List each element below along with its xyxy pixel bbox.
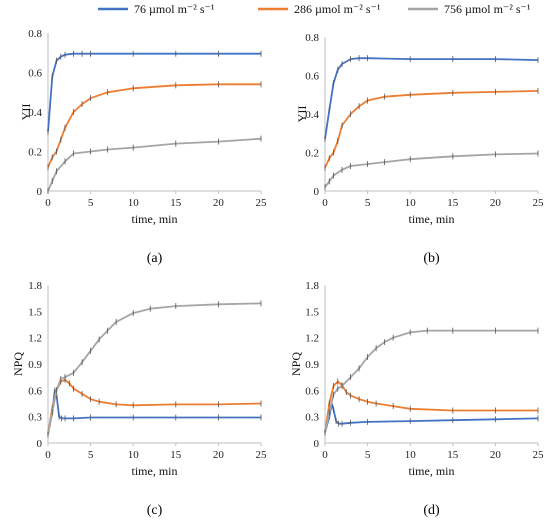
y-tick-label: 0.2 (28, 147, 42, 159)
series-line (324, 402, 539, 433)
data-series (324, 378, 539, 436)
data-series (324, 400, 539, 436)
chart-panel: 0 0.2 0.4 0.6 0.8 0 5 10 15 20 25 time, min YII (a) (19, 28, 267, 266)
x-tick-label: 15 (447, 449, 459, 461)
x-tick-label: 15 (447, 197, 459, 209)
x-axis-label: time, min (132, 212, 178, 226)
y-tick-label: 0.3 (305, 412, 319, 424)
x-tick-label: 0 (45, 197, 51, 209)
x-tick-label: 10 (405, 449, 417, 461)
y-tick-label: 0.2 (305, 148, 319, 160)
x-tick-label: 10 (128, 449, 140, 461)
y-tick-label: 1.5 (305, 306, 319, 318)
y-tick-label: 0 (37, 438, 43, 450)
y-tick-label: 0.6 (305, 385, 319, 397)
data-series (47, 376, 262, 438)
x-tick-label: 5 (365, 449, 371, 461)
legend-entry: 76 µmol m⁻² s⁻¹ (98, 2, 215, 16)
y-tick-label: 1.2 (28, 333, 42, 345)
legend-label: 76 µmol m⁻² s⁻¹ (134, 2, 215, 16)
y-tick-label: 0 (314, 186, 320, 198)
legend-label: 286 µmol m⁻² s⁻¹ (294, 2, 381, 16)
x-tick-label: 5 (88, 197, 94, 209)
legend-entry: 286 µmol m⁻² s⁻¹ (258, 2, 381, 16)
x-tick-label: 15 (170, 197, 182, 209)
series-line (47, 389, 261, 435)
x-tick-label: 20 (213, 449, 225, 461)
series-line (47, 83, 261, 168)
legend-label: 756 µmol m⁻² s⁻¹ (444, 2, 531, 16)
y-tick-label: 1.8 (28, 280, 42, 292)
y-tick-label: 0.4 (28, 107, 42, 119)
x-tick-label: 10 (128, 197, 140, 209)
y-axis-label: YII (19, 104, 33, 121)
x-axis-label: time, min (409, 464, 455, 478)
y-axis-label: NPQ (11, 352, 25, 376)
series-line (324, 152, 539, 188)
y-tick-label: 0.8 (305, 32, 319, 44)
data-series (47, 50, 262, 135)
x-tick-label: 10 (405, 197, 417, 209)
data-series (47, 387, 262, 438)
x-tick-label: 0 (322, 197, 328, 209)
y-tick-label: 0.9 (28, 359, 42, 371)
x-tick-label: 25 (256, 197, 268, 209)
y-tick-label: 0.4 (305, 109, 319, 121)
x-tick-label: 20 (490, 449, 502, 461)
series-line (47, 302, 262, 435)
data-series (47, 300, 262, 438)
y-tick-label: 0.9 (305, 359, 319, 371)
y-axis-label: NPQ (289, 352, 303, 376)
y-tick-label: 0 (314, 438, 320, 450)
x-axis-label: time, min (132, 464, 178, 478)
x-tick-label: 25 (533, 449, 545, 461)
series-line (324, 329, 538, 433)
y-tick-label: 1.5 (28, 306, 42, 318)
data-series (324, 55, 539, 143)
x-tick-label: 15 (170, 449, 182, 461)
y-tick-label: 0.6 (305, 71, 319, 83)
data-series (324, 150, 539, 191)
chart-panel: 0 0.3 0.6 0.9 1.2 1.5 1.8 0 5 10 15 20 25 time, min NP… (289, 280, 544, 518)
y-tick-label: 0.6 (28, 385, 42, 397)
y-tick-label: 1.8 (305, 280, 319, 292)
x-tick-label: 20 (490, 197, 502, 209)
series-line (47, 52, 261, 132)
chart-panel: 0 0.2 0.4 0.6 0.8 0 5 10 15 20 25 time, min YII (b) (295, 32, 544, 266)
series-line (47, 378, 262, 435)
x-tick-label: 0 (45, 449, 51, 461)
legend-entry: 756 µmol m⁻² s⁻¹ (408, 2, 531, 16)
y-tick-label: 0 (37, 186, 43, 198)
x-tick-label: 5 (365, 197, 371, 209)
panel-letter: (d) (423, 503, 440, 518)
x-tick-label: 20 (213, 197, 225, 209)
panel-letter: (c) (147, 503, 163, 518)
y-tick-label: 0.8 (28, 28, 42, 40)
panel-letter: (a) (147, 251, 163, 266)
series-line (324, 90, 539, 169)
x-tick-label: 0 (322, 449, 328, 461)
y-tick-label: 1.2 (305, 333, 319, 345)
chart-panel: 0 0.3 0.6 0.9 1.2 1.5 1.8 0 5 10 15 20 25 time, min NP… (11, 280, 267, 518)
x-tick-label: 5 (88, 449, 94, 461)
data-series (47, 81, 262, 171)
x-axis-label: time, min (409, 212, 455, 226)
y-tick-label: 0.6 (28, 68, 42, 80)
data-series (324, 87, 539, 171)
series-line (324, 57, 539, 140)
series-line (324, 380, 538, 433)
x-tick-label: 25 (533, 197, 545, 209)
data-series (324, 327, 539, 436)
panel-letter: (b) (423, 251, 440, 266)
data-series (47, 135, 262, 194)
y-tick-label: 0.3 (28, 412, 42, 424)
series-line (47, 137, 262, 192)
y-axis-label: YII (295, 106, 309, 123)
x-tick-label: 25 (256, 449, 268, 461)
